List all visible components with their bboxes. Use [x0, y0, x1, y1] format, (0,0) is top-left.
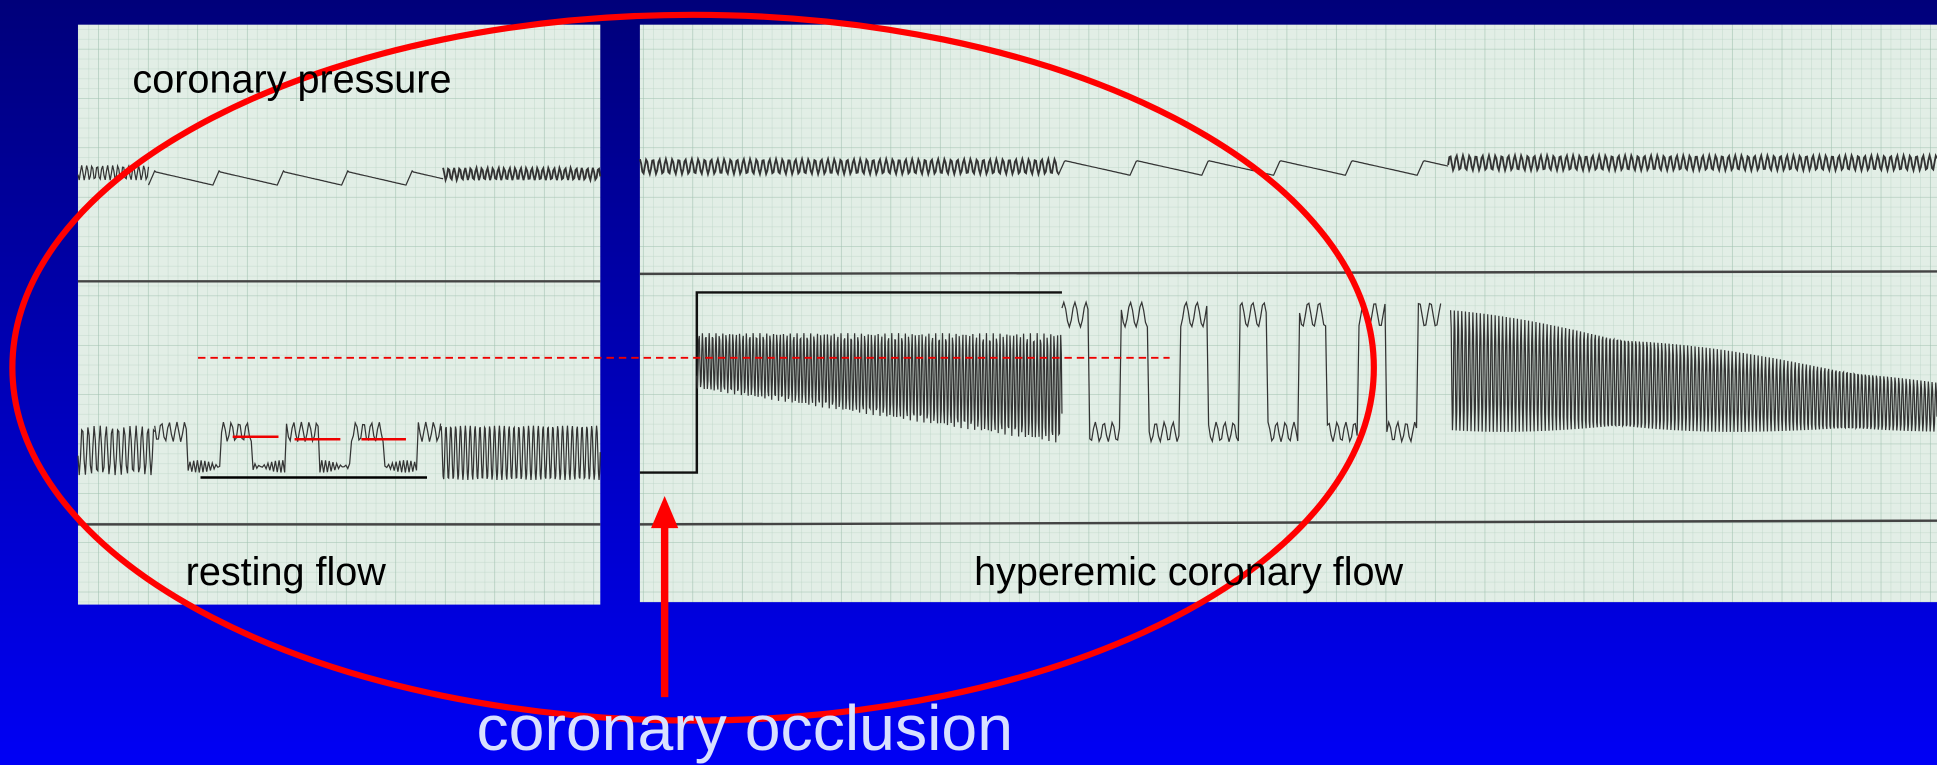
pressure-label: coronary pressure: [132, 58, 451, 102]
page: coronary pressure resting flow hyperemic…: [0, 0, 1937, 765]
occlusion-label: coronary occlusion: [477, 692, 1014, 764]
hyperemic-label: hyperemic coronary flow: [974, 550, 1404, 594]
left-trace-panel: [78, 25, 600, 605]
slide: coronary pressure resting flow hyperemic…: [0, 0, 1937, 765]
resting-label: resting flow: [186, 550, 387, 594]
right-trace-panel: [640, 25, 1937, 602]
